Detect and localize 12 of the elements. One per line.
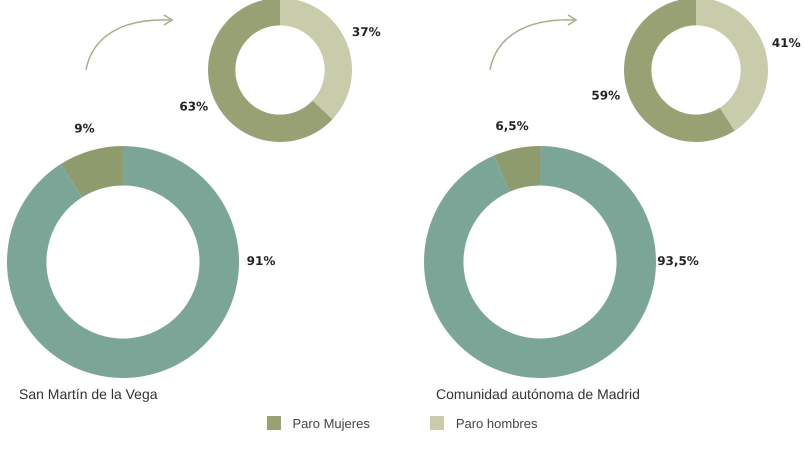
data-label: 59% [591, 88, 620, 102]
text: Comunidad autónoma de Madrid [436, 386, 640, 402]
data-label: 63% [179, 99, 208, 114]
data-label: 93,5% [657, 254, 699, 268]
data-label: 91% [246, 254, 276, 268]
data-label: 9% [74, 122, 95, 136]
data-label: 6,5% [495, 118, 529, 133]
legend-label: Paro Mujeres [292, 416, 370, 431]
data-label: 41% [772, 36, 801, 50]
text: San Martín de la Vega [19, 386, 158, 402]
legend-label: Paro hombres [454, 416, 538, 431]
data-label: 37% [352, 24, 381, 39]
